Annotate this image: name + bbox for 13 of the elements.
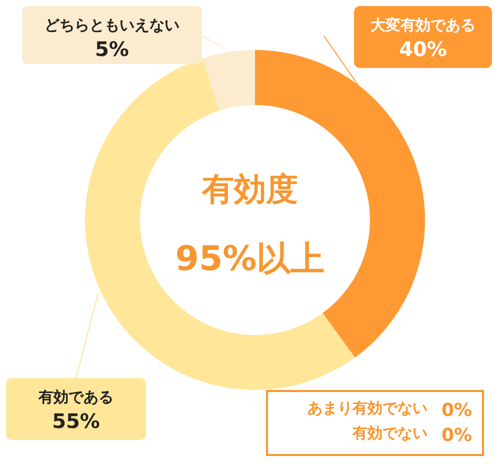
slice-label: どちらともいえない — [44, 16, 180, 34]
data-label: 5% — [95, 37, 129, 61]
text: 95%以上 — [175, 239, 325, 279]
category-label: 有効でない — [352, 424, 428, 442]
text: 有効度 — [201, 170, 298, 208]
data-label: 40% — [399, 37, 447, 61]
text: 0% — [441, 425, 472, 446]
donut-slice — [85, 58, 355, 390]
text: 0% — [441, 400, 472, 421]
slice-label: 有効である — [38, 388, 114, 406]
category-label: あまり有効でない — [307, 399, 428, 417]
slice-label: 大変有効である — [370, 16, 476, 34]
data-label: 55% — [52, 409, 100, 433]
